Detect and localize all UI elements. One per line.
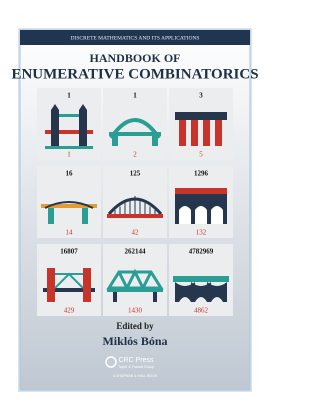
- tile: 12: [103, 88, 167, 160]
- tile-top-number: 1: [67, 92, 71, 100]
- edited-by: Edited by: [116, 321, 154, 331]
- tile: 11: [37, 88, 101, 160]
- tile-bottom-number: 5: [199, 151, 203, 159]
- tile-bottom-number: 1430: [128, 307, 143, 315]
- icon: [179, 120, 186, 146]
- icon: [153, 292, 157, 302]
- tile: 4782969 4862: [169, 244, 233, 316]
- tile: 125 42: [103, 166, 167, 238]
- tile-top-number: 125: [130, 170, 141, 178]
- icon: [173, 276, 229, 282]
- tile-top-number: 16807: [60, 248, 78, 256]
- tile-top-number: 1: [133, 92, 137, 100]
- icon: [45, 146, 93, 149]
- icon: [203, 120, 210, 146]
- publisher-group: Taylor & Francis Group: [118, 365, 154, 369]
- tile: 262144 1430: [103, 244, 167, 316]
- tile-top-number: 262144: [125, 248, 147, 256]
- icon: [175, 188, 227, 194]
- tile-bottom-number: 132: [196, 229, 207, 237]
- icon: [107, 288, 163, 292]
- tile-bottom-number: 2: [133, 151, 137, 159]
- tile-bottom-number: 1: [67, 151, 71, 159]
- tile-top-number: 3: [199, 92, 203, 100]
- icon: [47, 268, 55, 302]
- tile-bottom-number: 42: [132, 229, 140, 237]
- tile-top-number: 16: [66, 170, 74, 178]
- icon: [215, 120, 222, 146]
- title-line: ENUMERATIVE COMBINATORICS: [11, 66, 258, 82]
- icon: [79, 110, 87, 146]
- tile: 1296 132: [169, 166, 233, 238]
- icon: [107, 214, 163, 218]
- tile: 35: [169, 88, 233, 160]
- icon: [179, 206, 191, 224]
- icon: [211, 206, 223, 224]
- icon: [83, 268, 91, 302]
- icon: [195, 206, 207, 224]
- icon: [113, 292, 117, 302]
- icon: [175, 112, 227, 120]
- title-line: HANDBOOK OF: [89, 51, 180, 65]
- icon: [82, 208, 88, 224]
- tile-bottom-number: 4862: [194, 307, 209, 315]
- tile-grid: 1112351614125421296132168074292621441430…: [37, 88, 233, 316]
- tile: 16807 429: [37, 244, 101, 316]
- icon: [112, 132, 118, 146]
- tile-top-number: 1296: [194, 170, 209, 178]
- tile-bottom-number: 429: [64, 307, 75, 315]
- icon: [152, 132, 158, 146]
- editor: Miklós Bóna: [102, 334, 167, 348]
- publisher: CRC Press: [118, 357, 154, 364]
- series-title: DISCRETE MATHEMATICS AND ITS APPLICATION…: [71, 35, 200, 41]
- icon: [48, 208, 54, 224]
- book-cover: DISCRETE MATHEMATICS AND ITS APPLICATION…: [0, 0, 259, 399]
- imprint: A CHAPMAN & HALL BOOK: [113, 374, 158, 378]
- icon: [51, 110, 59, 146]
- icon: [59, 114, 79, 117]
- tile-top-number: 4782969: [189, 248, 214, 256]
- tile-bottom-number: 14: [66, 229, 74, 237]
- icon: [191, 120, 198, 146]
